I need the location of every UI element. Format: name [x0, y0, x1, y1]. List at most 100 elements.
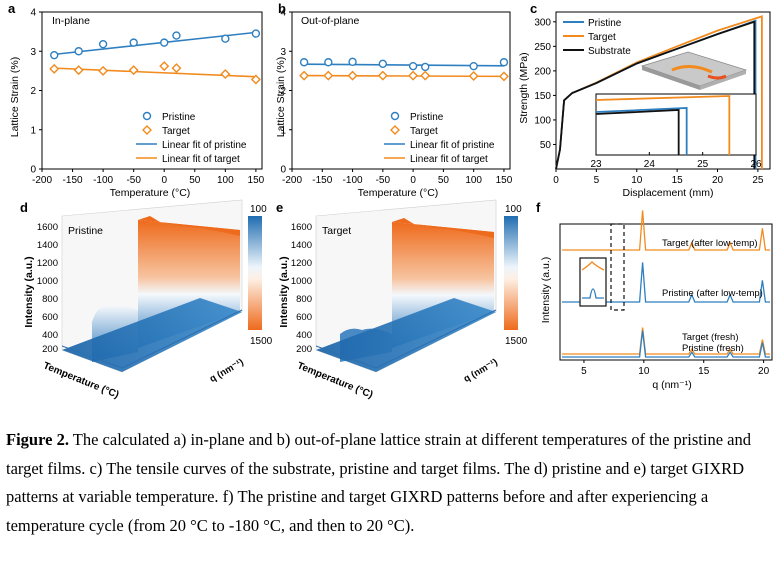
- panel-a-legend-fit-target: Linear fit of target: [162, 154, 240, 165]
- data-point-pristine: [408, 61, 418, 71]
- data-point-pristine: [172, 31, 181, 40]
- y-tick-label: 2: [280, 86, 286, 97]
- svg-text:600: 600: [42, 312, 58, 323]
- panel-b-title: Out-of-plane: [301, 15, 360, 27]
- data-point-target: [468, 70, 479, 81]
- data-point-pristine: [499, 58, 509, 67]
- data-point-target: [299, 70, 310, 81]
- x-tick-label: 50: [438, 175, 450, 186]
- panel-f-letter: f: [536, 200, 541, 215]
- inset-x-tick-label: 26: [750, 159, 762, 170]
- panel-e-title: Target: [322, 225, 351, 237]
- data-point-pristine: [324, 58, 333, 67]
- svg-text:1200: 1200: [291, 258, 312, 269]
- x-tick-label: 5: [594, 175, 600, 186]
- panel-e-3d-plot: [315, 199, 497, 373]
- svg-text:600: 600: [296, 312, 312, 323]
- svg-text:800: 800: [296, 294, 312, 305]
- panel-d-letter: d: [20, 200, 28, 215]
- pattern-target-after: [562, 210, 770, 251]
- panel-b-xlabel: Temperature (°C): [358, 187, 439, 199]
- svg-text:1600: 1600: [291, 222, 312, 233]
- x-tick-label: 25: [752, 175, 764, 186]
- data-point-pristine: [421, 62, 430, 72]
- x-tick-label: 150: [496, 175, 513, 186]
- data-point-target: [220, 69, 231, 80]
- data-point-pristine: [74, 47, 83, 56]
- data-point-pristine: [50, 50, 59, 60]
- data-point-target: [420, 70, 431, 81]
- inset-curve-target: [595, 95, 731, 155]
- panel-b-letter: b: [278, 1, 286, 16]
- data-point-target: [128, 65, 139, 76]
- x-tick-label: 10: [638, 366, 650, 377]
- panel-b-legend-fit-target: Linear fit of target: [410, 154, 488, 165]
- plot-frame: [559, 223, 773, 361]
- figure-caption: Figure 2. The calculated a) in-plane and…: [6, 426, 776, 540]
- panel-a-title: In-plane: [52, 15, 90, 27]
- data-point-target: [408, 70, 419, 81]
- svg-text:1000: 1000: [291, 276, 312, 287]
- data-point-target: [323, 70, 334, 81]
- svg-text:1400: 1400: [291, 240, 312, 251]
- x-tick-label: -100: [343, 175, 363, 186]
- panel-b-ylabel: Lattice Strain (%): [275, 57, 287, 138]
- panel-a-ylabel: Lattice Strain (%): [9, 57, 21, 138]
- x-tick-label: -50: [376, 175, 391, 186]
- panel-a-legend-target: Target: [162, 126, 190, 137]
- panel-b-legend-target: Target: [410, 126, 438, 137]
- y-tick-label: 300: [534, 17, 551, 28]
- data-point-target: [73, 65, 84, 76]
- y-tick-label: 3: [280, 47, 286, 58]
- svg-text:1200: 1200: [37, 258, 58, 269]
- panel-f-label-target-after: Target (after low-temp): [662, 238, 758, 249]
- panel-a-letter: a: [8, 1, 16, 16]
- inset-frame: [579, 257, 607, 307]
- x-tick-label: -50: [126, 175, 141, 186]
- panel-c-legend: Pristine Target Substrate: [563, 18, 631, 57]
- svg-text:1400: 1400: [37, 240, 58, 251]
- data-point-pristine: [221, 34, 230, 43]
- y-tick-label: 3: [30, 47, 36, 58]
- y-tick-label: 4: [30, 8, 36, 19]
- svg-text:1000: 1000: [37, 276, 58, 287]
- pattern-pristine-after: [562, 262, 770, 303]
- x-tick-label: -200: [32, 175, 52, 186]
- y-tick-label: 0: [30, 165, 36, 176]
- panel-a-plot: -200 -150 -100 -50 0 50 100 150 0 1 2 3 4: [30, 8, 264, 187]
- plot-frame: [555, 11, 771, 170]
- y-tick-label: 2: [30, 86, 36, 97]
- data-point-target: [98, 65, 109, 76]
- inset-x-tick-label: 25: [697, 159, 709, 170]
- tensile-curve-substrate: [555, 20, 756, 170]
- panel-c-ylabel: Strength (MPa): [518, 52, 530, 123]
- data-point-target: [377, 70, 388, 81]
- inset-x-tick-label: 23: [590, 159, 602, 170]
- x-tick-label: -150: [63, 175, 83, 186]
- svg-text:200: 200: [42, 344, 58, 355]
- panel-c-legend-target: Target: [588, 32, 616, 43]
- x-tick-label: 20: [712, 175, 724, 186]
- panel-a-legend: Pristine Target Linear fit of pristine L…: [136, 111, 247, 165]
- x-tick-label: 15: [698, 366, 710, 377]
- pattern-pristine-fresh: [562, 330, 770, 358]
- panel-e-colorbar: 100 1500: [504, 204, 528, 347]
- x-tick-label: 150: [248, 175, 265, 186]
- panel-b-legend: Pristine Target Linear fit of pristine L…: [384, 111, 495, 165]
- panel-e-qlabel: q (nm⁻¹): [462, 357, 500, 385]
- panel-c-legend-substrate: Substrate: [588, 46, 631, 57]
- panel-d-colorbar: 100 1500: [248, 204, 273, 347]
- inset-frame: [595, 93, 757, 156]
- panel-d-colorbar-min: 1500: [250, 336, 273, 347]
- y-tick-label: 1: [280, 125, 286, 136]
- data-point-pristine: [98, 39, 108, 49]
- x-tick-label: 100: [217, 175, 234, 186]
- film-illustration: [640, 51, 748, 90]
- data-point-pristine: [160, 38, 169, 47]
- y-tick-label: 200: [534, 66, 551, 77]
- y-tick-label: 4: [280, 8, 286, 19]
- x-tick-label: -150: [312, 175, 332, 186]
- x-tick-label: 0: [410, 175, 416, 186]
